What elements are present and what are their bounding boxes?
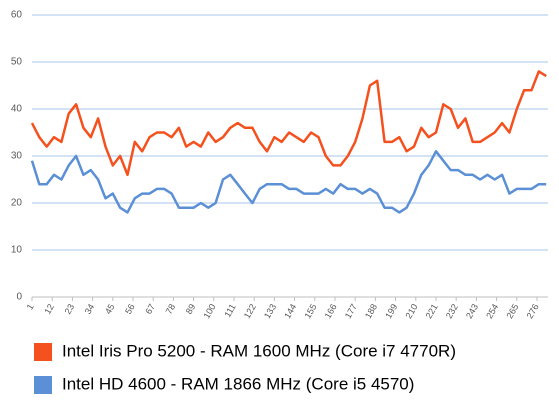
y-tick-label: 10 bbox=[11, 245, 23, 256]
series-line bbox=[30, 70, 547, 177]
x-tick-label: 232 bbox=[444, 302, 460, 320]
x-tick-label: 78 bbox=[164, 302, 178, 316]
x-tick-label: 67 bbox=[143, 302, 157, 316]
y-tick-label: 40 bbox=[11, 104, 23, 115]
legend-swatch bbox=[34, 376, 52, 394]
legend-swatch bbox=[34, 343, 52, 361]
x-tick-label: 166 bbox=[323, 302, 339, 320]
x-tick-label: 144 bbox=[282, 302, 298, 320]
x-tick-label: 12 bbox=[42, 302, 56, 316]
y-tick-label: 60 bbox=[11, 10, 23, 21]
x-tick-label: 56 bbox=[123, 302, 137, 316]
series-line bbox=[30, 150, 547, 214]
x-tick-label: 276 bbox=[525, 302, 541, 320]
x-tick-label: 265 bbox=[504, 302, 520, 320]
y-tick-label: 50 bbox=[11, 57, 23, 68]
y-tick-label: 20 bbox=[11, 198, 23, 209]
x-tick-label: 122 bbox=[242, 302, 258, 320]
x-tick-label: 34 bbox=[83, 302, 97, 316]
x-tick-label: 254 bbox=[484, 302, 500, 320]
y-tick-label: 0 bbox=[16, 292, 22, 303]
x-tick-label: 221 bbox=[424, 302, 440, 320]
x-tick-label: 89 bbox=[184, 302, 198, 316]
x-tick-label: 177 bbox=[343, 302, 359, 320]
x-tick-label: 133 bbox=[262, 302, 278, 320]
legend-label: Intel Iris Pro 5200 - RAM 1600 MHz (Core… bbox=[62, 341, 456, 360]
x-tick-label: 23 bbox=[63, 302, 77, 316]
legend-label: Intel HD 4600 - RAM 1866 MHz (Core i5 45… bbox=[62, 374, 414, 393]
x-tick-label: 155 bbox=[302, 302, 318, 320]
x-tick-label: 199 bbox=[383, 302, 399, 320]
x-tick-label: 188 bbox=[363, 302, 379, 320]
x-tick-label: 1 bbox=[25, 302, 36, 311]
y-tick-label: 30 bbox=[11, 151, 23, 162]
x-tick-label: 45 bbox=[103, 302, 117, 316]
x-tick-label: 210 bbox=[403, 302, 419, 320]
x-tick-label: 243 bbox=[464, 302, 480, 320]
x-tick-label: 100 bbox=[201, 302, 217, 320]
x-tick-label: 111 bbox=[222, 302, 238, 319]
